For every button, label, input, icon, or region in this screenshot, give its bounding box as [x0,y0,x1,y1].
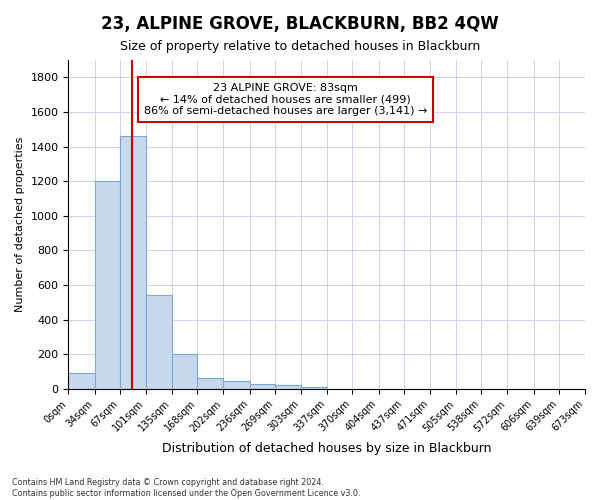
Text: 23, ALPINE GROVE, BLACKBURN, BB2 4QW: 23, ALPINE GROVE, BLACKBURN, BB2 4QW [101,15,499,33]
Bar [301,387,327,389]
Text: 23 ALPINE GROVE: 83sqm
← 14% of detached houses are smaller (499)
86% of semi-de: 23 ALPINE GROVE: 83sqm ← 14% of detached… [143,83,427,116]
Text: Size of property relative to detached houses in Blackburn: Size of property relative to detached ho… [120,40,480,53]
Bar [275,384,301,389]
Y-axis label: Number of detached properties: Number of detached properties [15,137,25,312]
Bar [146,296,172,389]
Bar [95,181,120,389]
Bar [68,374,95,389]
Bar [197,378,223,389]
Text: Contains HM Land Registry data © Crown copyright and database right 2024.
Contai: Contains HM Land Registry data © Crown c… [12,478,361,498]
Bar [223,380,250,389]
Bar [250,384,275,389]
Bar [120,136,146,389]
Bar [172,354,197,389]
X-axis label: Distribution of detached houses by size in Blackburn: Distribution of detached houses by size … [162,442,491,455]
